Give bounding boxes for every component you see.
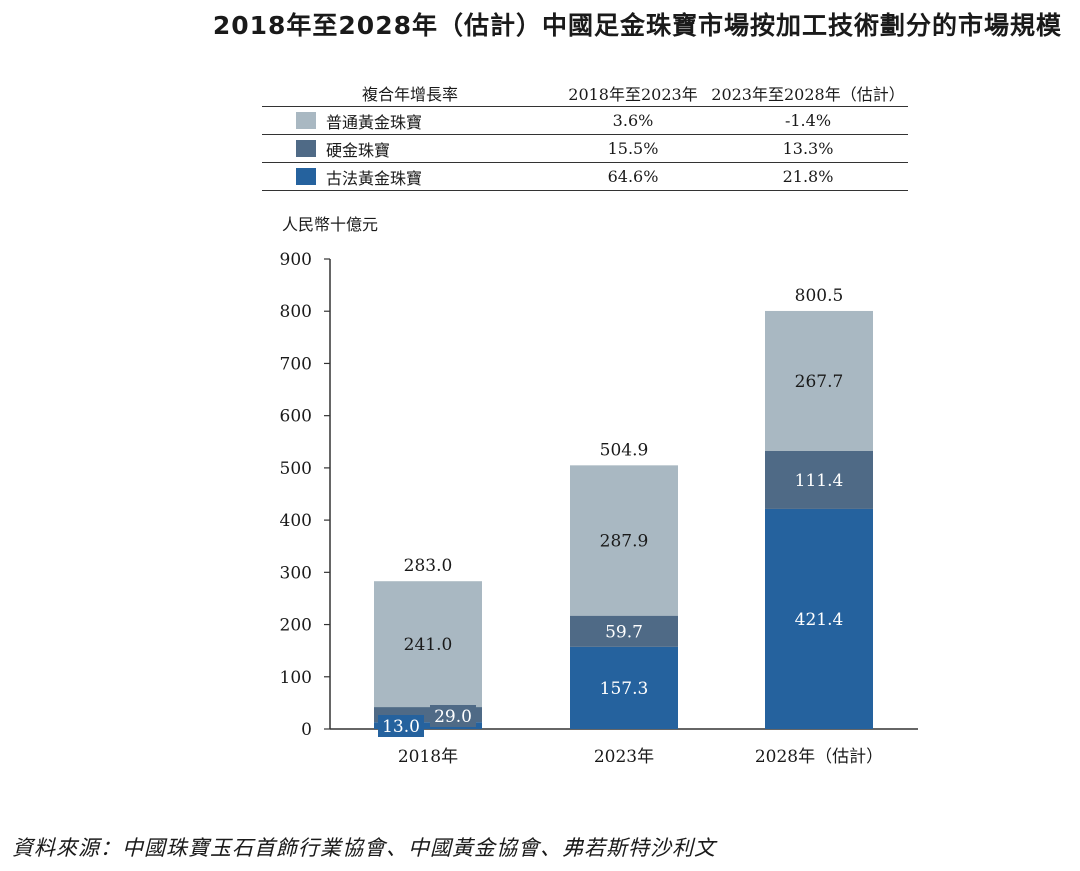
cagr-header-period1: 2018年至2023年 bbox=[568, 85, 698, 104]
cagr-row-ancient-gold: 古法黃金珠寶 64.6% 21.8% bbox=[262, 163, 908, 191]
y-tick-label: 200 bbox=[280, 616, 312, 636]
y-tick-label: 100 bbox=[280, 668, 312, 688]
bar-segment bbox=[765, 310, 873, 451]
legend-label-hard-gold: 硬金珠寶 bbox=[326, 140, 391, 160]
legend-label-ancient-gold: 古法黃金珠寶 bbox=[326, 168, 423, 188]
data-label: 421.4 bbox=[795, 610, 844, 630]
data-label: 29.0 bbox=[434, 707, 472, 727]
source-note: 資料來源：中國珠寶玉石首飾行業協會、中國黃金協會、弗若斯特沙利文 bbox=[12, 836, 716, 860]
y-tick-label: 700 bbox=[280, 354, 312, 374]
cagr-value: 64.6% bbox=[607, 167, 659, 186]
data-label: 241.0 bbox=[404, 635, 453, 655]
cagr-row-hard-gold: 硬金珠寶 15.5% 13.3% bbox=[262, 135, 908, 163]
total-label: 800.5 bbox=[795, 286, 844, 306]
legend-swatch-hard-gold bbox=[296, 140, 316, 157]
cagr-value: -1.4% bbox=[784, 111, 832, 130]
x-category-label: 2028年（估計） bbox=[755, 747, 883, 767]
y-tick-label: 300 bbox=[280, 563, 312, 583]
data-label: 59.7 bbox=[605, 622, 643, 642]
cagr-value: 13.3% bbox=[782, 139, 834, 158]
cagr-value: 21.8% bbox=[782, 167, 834, 186]
y-tick-label: 900 bbox=[280, 250, 312, 270]
legend-swatch-plain-gold bbox=[296, 112, 316, 129]
cagr-row-plain-gold: 普通黃金珠寶 3.6% -1.4% bbox=[262, 107, 908, 135]
x-category-label: 2018年 bbox=[398, 747, 458, 767]
y-axis-unit-label: 人民幣十億元 bbox=[282, 215, 379, 234]
y-tick-label: 500 bbox=[280, 459, 312, 479]
total-label: 283.0 bbox=[404, 556, 453, 576]
data-label-chip bbox=[378, 715, 424, 737]
data-label: 111.4 bbox=[795, 471, 844, 491]
bar-segment bbox=[765, 450, 873, 509]
cagr-table-header: 複合年增長率 2018年至2023年 2023年至2028年（估計） bbox=[262, 80, 908, 107]
y-tick-label: 400 bbox=[280, 511, 312, 531]
cagr-header-label: 複合年增長率 bbox=[362, 85, 459, 104]
y-tick-label: 0 bbox=[301, 720, 312, 740]
bar-segment bbox=[765, 508, 873, 729]
x-category-label: 2023年 bbox=[594, 747, 654, 767]
data-label: 13.0 bbox=[382, 717, 420, 737]
data-label: 287.9 bbox=[600, 532, 649, 552]
y-tick-label: 800 bbox=[280, 302, 312, 322]
chart-title: 2018年至2028年（估計）中國足金珠寶市場按加工技術劃分的市場規模 bbox=[212, 11, 1062, 40]
cagr-value: 15.5% bbox=[607, 139, 659, 158]
data-label-chip bbox=[430, 705, 476, 727]
data-label: 157.3 bbox=[600, 679, 649, 699]
bar-segment bbox=[570, 465, 678, 616]
legend-swatch-ancient-gold bbox=[296, 168, 316, 185]
cagr-header-period2: 2023年至2028年（估計） bbox=[711, 85, 905, 104]
y-tick-label: 600 bbox=[280, 407, 312, 427]
bar-segment bbox=[374, 581, 482, 708]
total-label: 504.9 bbox=[600, 440, 649, 460]
cagr-value: 3.6% bbox=[612, 111, 654, 130]
legend-label-plain-gold: 普通黃金珠寶 bbox=[326, 112, 423, 132]
data-label: 267.7 bbox=[795, 372, 844, 392]
bar-segment bbox=[374, 722, 482, 729]
cagr-table: 複合年增長率 2018年至2023年 2023年至2028年（估計） 普通黃金珠… bbox=[262, 80, 908, 191]
bar-segment bbox=[570, 646, 678, 729]
bar-segment bbox=[570, 615, 678, 647]
